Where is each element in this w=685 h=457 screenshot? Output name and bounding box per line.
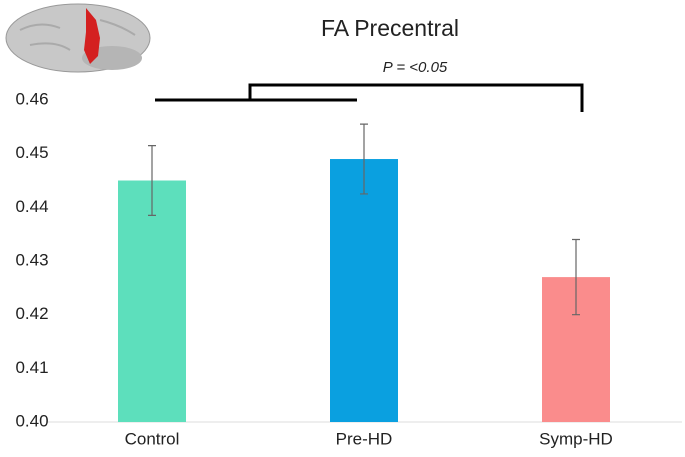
- y-tick-label: 0.42: [15, 304, 48, 323]
- y-tick-label: 0.43: [15, 250, 48, 269]
- x-tick-label: Pre-HD: [336, 429, 393, 448]
- y-tick-label: 0.40: [15, 411, 48, 430]
- error-bar: [148, 145, 156, 216]
- x-tick-label: Control: [125, 429, 180, 448]
- bar: [118, 180, 186, 422]
- y-tick-label: 0.46: [15, 89, 48, 108]
- error-bar: [572, 238, 580, 316]
- x-tick-label: Symp-HD: [539, 429, 613, 448]
- brain-icon: [5, 3, 151, 73]
- error-bar: [360, 123, 368, 195]
- significance-bracket: [155, 83, 584, 112]
- bar: [330, 159, 398, 423]
- annotation: P = <0.05: [383, 59, 448, 76]
- y-tick-label: 0.45: [15, 143, 48, 162]
- y-tick-label: 0.44: [15, 197, 48, 216]
- y-tick-label: 0.41: [15, 358, 48, 377]
- chart-title: FA Precentral: [321, 15, 459, 41]
